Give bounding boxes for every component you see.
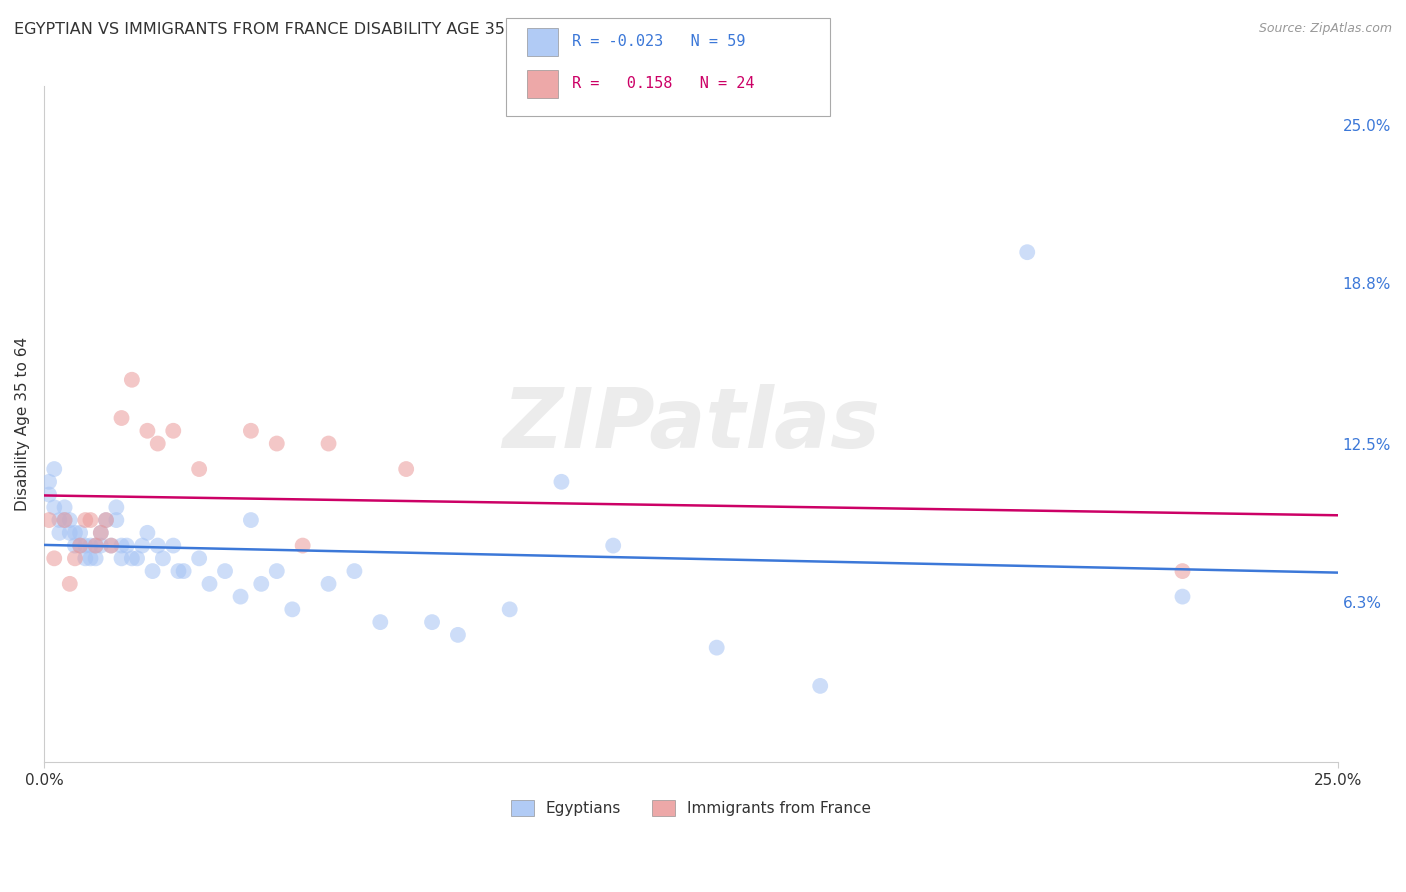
Point [1171,590,1194,604]
Point [1171,564,1194,578]
Y-axis label: Disability Age 35 to 64: Disability Age 35 to 64 [15,337,30,511]
Point [94,513,117,527]
Point [38,513,60,527]
Point [59,513,82,527]
Point [368,615,391,629]
Point [75,551,97,566]
Point [152,551,174,566]
Point [229,590,252,604]
Point [239,424,262,438]
Point [162,539,184,553]
Point [1017,245,1039,260]
Point [121,373,143,387]
Point [69,539,91,553]
Point [69,539,91,553]
Point [90,525,112,540]
Point [44,500,66,515]
Point [63,551,86,566]
Point [146,436,169,450]
Point [266,436,288,450]
Point [266,564,288,578]
Point [395,462,418,476]
Point [188,462,211,476]
Point [173,564,195,578]
Text: R =   0.158   N = 24: R = 0.158 N = 24 [572,77,755,91]
Point [53,513,76,527]
Point [142,564,165,578]
Point [110,551,132,566]
Point [105,513,128,527]
Point [79,513,101,527]
Point [239,513,262,527]
Point [75,513,97,527]
Point [136,424,159,438]
Point [100,539,122,553]
Point [90,525,112,540]
Point [125,551,148,566]
Point [550,475,572,489]
Point [53,500,76,515]
Point [420,615,443,629]
Point [447,628,470,642]
Point [343,564,366,578]
Point [94,513,117,527]
Point [69,525,91,540]
Point [291,539,314,553]
Point [499,602,522,616]
Point [44,551,66,566]
Point [84,551,107,566]
Point [84,539,107,553]
Text: Source: ZipAtlas.com: Source: ZipAtlas.com [1258,22,1392,36]
Point [48,525,70,540]
Point [59,525,82,540]
Point [105,500,128,515]
Point [198,577,221,591]
Text: EGYPTIAN VS IMMIGRANTS FROM FRANCE DISABILITY AGE 35 TO 64 CORRELATION CHART: EGYPTIAN VS IMMIGRANTS FROM FRANCE DISAB… [14,22,737,37]
Point [808,679,831,693]
Point [79,539,101,553]
Point [706,640,728,655]
Point [90,539,112,553]
Point [84,539,107,553]
Text: ZIPatlas: ZIPatlas [502,384,880,465]
Point [318,436,340,450]
Text: R = -0.023   N = 59: R = -0.023 N = 59 [572,35,745,49]
Point [75,539,97,553]
Point [167,564,190,578]
Point [53,513,76,527]
Point [188,551,211,566]
Point [115,539,138,553]
Point [59,577,82,591]
Point [250,577,273,591]
Point [146,539,169,553]
Point [110,411,132,425]
Point [281,602,304,616]
Point [38,487,60,501]
Legend: Egyptians, Immigrants from France: Egyptians, Immigrants from France [505,794,877,822]
Point [121,551,143,566]
Point [79,551,101,566]
Point [63,525,86,540]
Point [214,564,236,578]
Point [110,539,132,553]
Point [131,539,153,553]
Point [63,539,86,553]
Point [48,513,70,527]
Point [100,539,122,553]
Point [318,577,340,591]
Point [38,475,60,489]
Point [44,462,66,476]
Point [602,539,624,553]
Point [136,525,159,540]
Point [162,424,184,438]
